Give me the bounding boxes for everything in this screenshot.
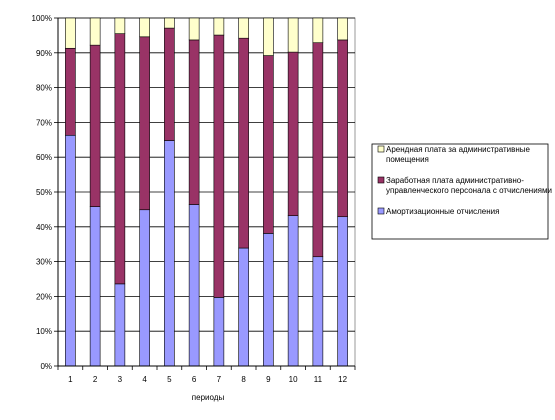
bar-segment-series-1 [287,215,299,367]
bar-segment-series-3 [312,17,324,44]
grid-layer [57,17,356,367]
y-tick-label: 40% [36,223,52,232]
bar-segment-series-1 [65,134,76,367]
y-tick-label: 90% [36,49,52,58]
legend: Арендная плата за административныепомеще… [371,143,552,240]
x-tick-label: 12 [338,375,347,384]
bar-segment-series-1 [89,206,101,367]
bar-segment-series-2 [188,39,200,205]
legend-swatch [377,176,385,184]
bar-segment-series-1 [337,216,348,367]
legend-items: Арендная плата за административныепомеще… [377,145,552,216]
bar-segment-series-2 [287,51,299,216]
legend-box [371,143,549,240]
y-tick-label: 0% [40,362,52,371]
x-axis-title: периоды [192,393,225,402]
y-tick-label: 30% [36,258,52,267]
x-tick-label: 9 [266,375,271,384]
x-tick-label: 7 [217,375,222,384]
bar-segment-series-3 [238,17,249,39]
bar-segment-series-1 [139,209,150,367]
bar-segment-series-1 [188,204,200,367]
bar-segment-series-2 [164,27,175,141]
x-tick-label: 4 [142,375,147,384]
bar-segment-series-2 [213,34,225,298]
bar-segment-series-3 [114,17,126,34]
legend-label: Заработная плата административно- [386,176,524,185]
bar-segment-series-3 [263,17,274,56]
bar-segment-series-2 [139,36,150,211]
legend-label: управленческого персонала с отчислениями [386,186,552,195]
y-tick-label: 10% [36,327,52,336]
x-tick-label: 2 [93,375,98,384]
bar-segment-series-3 [164,17,175,29]
bar-segment-series-2 [263,55,274,234]
bar-segment-series-2 [65,47,76,136]
bar-segment-series-3 [89,17,101,46]
y-tick-label: 50% [36,188,52,197]
axis-layer: 0%10%20%30%40%50%60%70%80%90%100%1 2 3 4 5 6 7… [32,14,356,384]
bar-segment-series-1 [114,283,126,367]
bars-layer [65,17,348,367]
x-tick-label: 11 [314,375,323,384]
legend-label: Амортизационные отчисления [386,207,499,216]
x-tick-label: 3 [118,375,123,384]
bar-segment-series-2 [89,44,101,207]
bar-segment-series-2 [238,37,249,249]
bar-segment-series-2 [114,33,126,285]
legend-label: Арендная плата за административные [386,145,531,154]
legend-label: помещения [386,155,429,164]
x-tick-label: 5 [167,375,172,384]
y-tick-label: 70% [36,118,52,127]
x-tick-label: 8 [241,375,246,384]
bar-segment-series-1 [312,256,324,367]
bar-segment-series-3 [188,17,200,41]
legend-swatch [377,207,385,215]
bar-segment-series-3 [213,17,225,36]
bar-segment-series-3 [287,17,299,53]
bar-segment-series-1 [238,247,249,367]
bar-segment-series-2 [312,42,324,258]
bar-segment-series-3 [65,17,76,49]
bar-segment-series-1 [164,140,175,367]
y-tick-label: 60% [36,153,52,162]
x-tick-label: 10 [289,375,298,384]
x-tick-label: 6 [192,375,197,384]
y-tick-label: 100% [32,14,52,23]
y-tick-label: 80% [36,84,52,93]
y-tick-label: 20% [36,292,52,301]
legend-swatch [377,145,385,153]
x-tick-label: 1 [68,375,73,384]
bar-segment-series-3 [139,17,150,38]
bar-segment-series-1 [213,297,225,367]
bar-segment-series-3 [337,17,348,41]
bar-segment-series-1 [263,233,274,367]
bar-segment-series-2 [337,39,348,218]
